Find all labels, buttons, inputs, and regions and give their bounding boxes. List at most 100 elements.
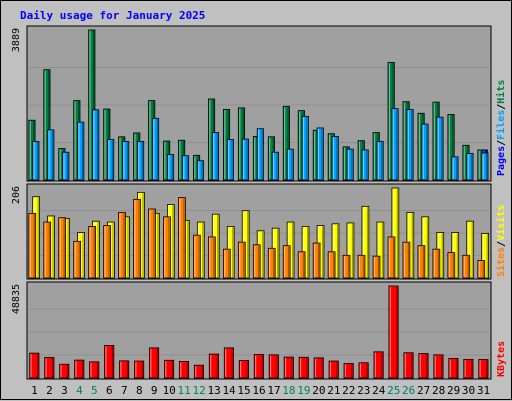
bar-kbytes bbox=[343, 363, 354, 379]
chart-panels: 3889 206 48835 bbox=[11, 25, 492, 380]
bar-files bbox=[376, 141, 384, 181]
x-tick-label: 3 bbox=[61, 384, 68, 397]
legend-kbytes: KBytes bbox=[496, 341, 507, 377]
bar-sites bbox=[222, 248, 231, 279]
x-tick-label: 26 bbox=[402, 384, 415, 397]
x-tick-label: 9 bbox=[151, 384, 158, 397]
bar-sites bbox=[148, 208, 156, 279]
bar-kbytes bbox=[313, 357, 324, 379]
x-tick-label: 11 bbox=[178, 384, 191, 397]
x-tick-label: 12 bbox=[193, 384, 206, 397]
bar-kbytes bbox=[388, 285, 399, 379]
legend-separator: / bbox=[496, 140, 507, 146]
x-tick-label: 18 bbox=[282, 384, 295, 397]
bar-files bbox=[451, 156, 459, 181]
bar-files bbox=[107, 139, 115, 181]
bar-sites bbox=[312, 242, 321, 279]
legend-hits-files-pages: Pages/Files/Hits bbox=[495, 80, 507, 176]
panel-visits_sites: 206 bbox=[11, 183, 492, 280]
panel-max-label: 48835 bbox=[11, 284, 22, 314]
x-tick-label: 24 bbox=[372, 384, 386, 397]
chart-title: Daily usage for January 2025 bbox=[20, 9, 205, 22]
bar-kbytes bbox=[29, 352, 40, 379]
legend-hits: Hits bbox=[495, 80, 507, 104]
x-tick-label: 20 bbox=[312, 384, 325, 397]
x-tick-label: 8 bbox=[136, 384, 143, 397]
bar-kbytes bbox=[164, 359, 175, 379]
bar-kbytes bbox=[403, 352, 414, 379]
bar-kbytes bbox=[478, 359, 489, 379]
bar-sites bbox=[297, 251, 306, 279]
bar-files bbox=[466, 152, 474, 181]
bar-sites bbox=[447, 252, 456, 279]
legend-visits: Visits bbox=[495, 205, 507, 241]
bar-sites bbox=[417, 245, 426, 279]
x-tick-label: 5 bbox=[91, 384, 98, 397]
legend-separator: / bbox=[496, 241, 507, 247]
bar-sites bbox=[133, 198, 141, 279]
bar-sites bbox=[118, 212, 126, 279]
bar-files bbox=[331, 136, 339, 181]
bar-sites bbox=[58, 217, 67, 279]
bar-sites bbox=[163, 216, 171, 279]
bar-files bbox=[32, 141, 40, 181]
legend-sites: Sites bbox=[495, 247, 507, 277]
legend-files: Files bbox=[495, 110, 507, 140]
bar-sites bbox=[402, 241, 411, 279]
x-tick-label: 2 bbox=[46, 384, 53, 397]
bar-files bbox=[421, 123, 429, 181]
x-tick-label: 30 bbox=[462, 384, 475, 397]
x-tick-label: 17 bbox=[267, 384, 280, 397]
bar-sites bbox=[432, 248, 441, 279]
bar-kbytes bbox=[89, 361, 100, 379]
bar-sites bbox=[103, 225, 111, 279]
bar-files bbox=[181, 155, 190, 181]
bar-kbytes bbox=[119, 360, 130, 379]
bar-hits bbox=[88, 29, 96, 181]
panel-max-label: 206 bbox=[11, 186, 22, 204]
bar-hits bbox=[43, 69, 51, 181]
bar-sites bbox=[28, 212, 37, 279]
x-tick-label: 7 bbox=[121, 384, 128, 397]
bar-kbytes bbox=[328, 360, 339, 379]
x-tick-label: 1 bbox=[31, 384, 38, 397]
bar-files bbox=[166, 154, 175, 181]
panel-max-label: 3889 bbox=[11, 28, 22, 52]
panel-kbytes: 48835 bbox=[11, 281, 492, 380]
bar-kbytes bbox=[134, 360, 145, 379]
bar-kbytes bbox=[149, 347, 160, 379]
bar-files bbox=[92, 109, 100, 181]
bar-visits bbox=[346, 222, 355, 279]
x-tick-label: 14 bbox=[222, 384, 236, 397]
x-tick-label: 22 bbox=[342, 384, 355, 397]
x-tick-label: 27 bbox=[417, 384, 430, 397]
bar-sites bbox=[88, 226, 96, 279]
bar-hits bbox=[282, 105, 290, 181]
x-tick-label: 21 bbox=[327, 384, 340, 397]
bar-visits bbox=[376, 221, 385, 279]
x-tick-label: 6 bbox=[106, 384, 113, 397]
legend-visits-sites: Sites/Visits bbox=[495, 205, 507, 277]
bar-sites bbox=[387, 236, 396, 279]
bar-sites bbox=[327, 251, 336, 279]
bar-kbytes bbox=[193, 364, 205, 379]
x-tick-label: 23 bbox=[357, 384, 370, 397]
bar-kbytes bbox=[298, 356, 309, 379]
bar-sites bbox=[178, 197, 186, 279]
bar-kbytes bbox=[238, 360, 249, 379]
legend-kbytes: KBytes bbox=[496, 341, 507, 377]
bar-sites bbox=[477, 260, 486, 279]
bar-files bbox=[391, 108, 399, 181]
bar-kbytes bbox=[253, 354, 264, 379]
bar-files bbox=[361, 149, 369, 181]
panel-hits_files_pages: 3889 bbox=[11, 25, 492, 182]
x-tick-label: 13 bbox=[207, 384, 220, 397]
bar-kbytes bbox=[448, 358, 459, 379]
bar-kbytes bbox=[178, 361, 190, 379]
bar-files bbox=[211, 132, 219, 181]
x-tick-label: 31 bbox=[477, 384, 490, 397]
bar-files bbox=[62, 151, 70, 181]
x-tick-label: 16 bbox=[252, 384, 265, 397]
bar-kbytes bbox=[358, 362, 369, 379]
